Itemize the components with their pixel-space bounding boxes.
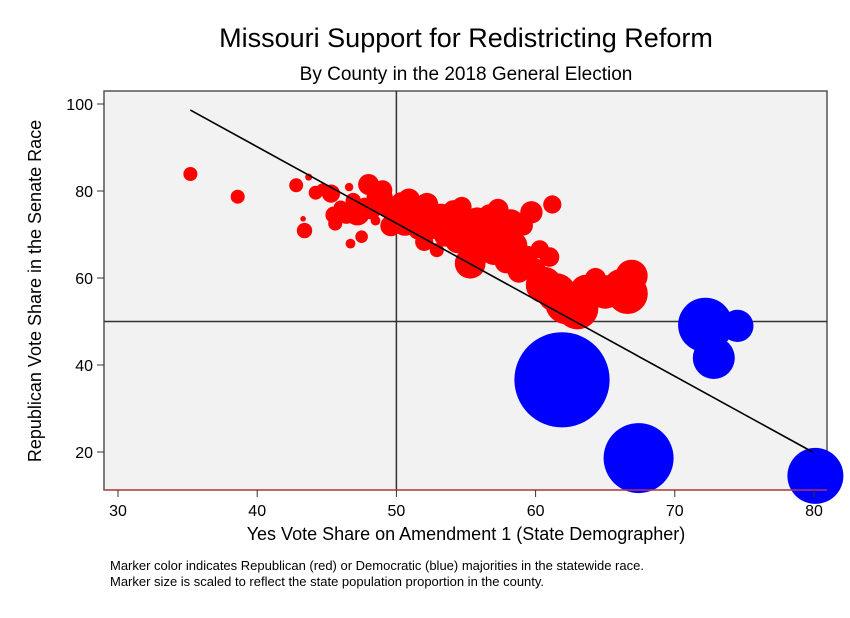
republican-county-point — [300, 216, 306, 222]
republican-county-point — [615, 259, 648, 292]
note-size: Marker size is scaled to reflect the sta… — [110, 574, 544, 589]
democratic-county-point — [692, 337, 735, 379]
republican-county-point — [543, 195, 562, 214]
x-tick-label: 30 — [109, 503, 127, 520]
republican-county-point — [230, 189, 245, 204]
republican-county-point — [296, 222, 313, 239]
plot-area — [103, 90, 828, 491]
republican-county-point — [372, 180, 393, 200]
y-tick-label: 80 — [75, 184, 93, 201]
x-tick-label: 80 — [805, 503, 823, 520]
democratic-county-point — [603, 423, 674, 494]
republican-county-point — [345, 238, 356, 249]
republican-county-point — [520, 201, 543, 224]
republican-county-point — [452, 196, 472, 217]
y-tick-label: 60 — [75, 271, 93, 288]
y-tick-label: 20 — [75, 445, 93, 462]
data-points — [183, 167, 844, 504]
republican-county-point — [289, 178, 304, 193]
x-tick-label: 70 — [666, 503, 684, 520]
fit-line-group — [189, 109, 813, 453]
y-tick-label: 40 — [75, 358, 93, 375]
fit-line — [189, 109, 813, 453]
republican-county-point — [370, 215, 381, 226]
chart-title: Missouri Support for Redistricting Refor… — [219, 23, 713, 53]
y-tick-label: 100 — [66, 97, 93, 114]
republican-county-point — [355, 230, 368, 243]
democratic-county-point — [514, 332, 610, 428]
x-tick-label: 60 — [527, 503, 545, 520]
x-tick-label: 40 — [248, 503, 266, 520]
republican-county-point — [344, 182, 354, 192]
y-axis-ticks: 20 40 60 80 100 — [66, 97, 104, 462]
note-color: Marker color indicates Republican (red) … — [110, 558, 644, 573]
republican-county-point — [183, 167, 198, 181]
democratic-county-point — [787, 447, 844, 504]
x-axis-ticks: 30 40 50 60 70 80 — [109, 490, 823, 520]
republican-county-point — [539, 247, 560, 267]
y-axis-label: Republican Vote Share in the Senate Race — [25, 120, 45, 462]
chart-subtitle: By County in the 2018 General Election — [300, 64, 633, 85]
democratic-county-point — [721, 309, 754, 342]
x-axis-label: Yes Vote Share on Amendment 1 (State Dem… — [247, 524, 686, 544]
x-tick-label: 50 — [388, 503, 406, 520]
